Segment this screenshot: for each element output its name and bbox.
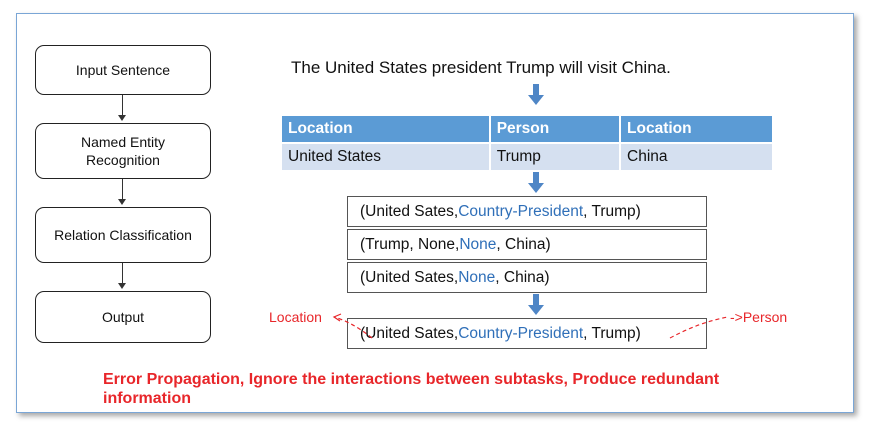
down-arrow-icon	[528, 172, 544, 193]
candidate-triple: (United Sates, None, China)	[347, 262, 707, 293]
entity-value-cell: China	[620, 142, 772, 170]
down-arrow-icon	[528, 294, 544, 315]
candidate-triple: (Trump, None, None, China)	[347, 229, 707, 260]
triple-tail: , China)	[496, 235, 551, 253]
triple-relation: None	[459, 235, 497, 253]
entity-type-header: Location	[620, 116, 772, 143]
triple-head: (United Sates,	[360, 202, 459, 220]
entity-value-cell: Trump	[489, 142, 622, 170]
triple-head: (United Sates,	[360, 268, 459, 286]
step-named-entity-recognition: Named Entity Recognition	[35, 123, 211, 179]
triple-tail: , China)	[495, 268, 550, 286]
triple-relation: Country-President	[458, 202, 584, 220]
connector-line	[122, 263, 123, 283]
connector-line	[122, 179, 123, 199]
annotation-location-label: Location	[269, 309, 322, 325]
triple-tail: , Trump)	[583, 202, 641, 220]
step-input-sentence: Input Sentence	[35, 45, 211, 95]
entity-value-cell: United States	[282, 142, 491, 170]
step-relation-classification: Relation Classification	[35, 207, 211, 263]
triple-relation: Country-President	[458, 324, 584, 342]
triple-relation: None	[458, 268, 496, 286]
input-sentence-text: The United States president Trump will v…	[291, 58, 671, 77]
candidate-triple: (United Sates, Country-President, Trump)	[347, 196, 707, 227]
annotation-person-text: Person	[742, 309, 788, 325]
entity-type-header: Person	[489, 116, 622, 143]
connector-line	[122, 95, 123, 115]
output-triple: (United Sates, Country-President, Trump)	[347, 318, 707, 349]
error-note: Error Propagation, Ignore the interactio…	[103, 371, 720, 407]
arrow-glyph: ->	[730, 309, 743, 325]
annotation-person-label: ->Person	[730, 309, 787, 325]
step-output: Output	[35, 291, 211, 343]
down-arrow-icon	[528, 84, 544, 105]
triple-head: (United Sates,	[360, 324, 459, 342]
connector-arrowhead	[118, 199, 126, 205]
triple-head: (Trump, None,	[360, 235, 460, 253]
entity-type-header: Location	[282, 116, 491, 143]
connector-arrowhead	[118, 283, 126, 289]
triple-tail: , Trump)	[583, 324, 641, 342]
connector-arrowhead	[118, 115, 126, 121]
entity-table: Location Person Location United States T…	[282, 116, 772, 170]
